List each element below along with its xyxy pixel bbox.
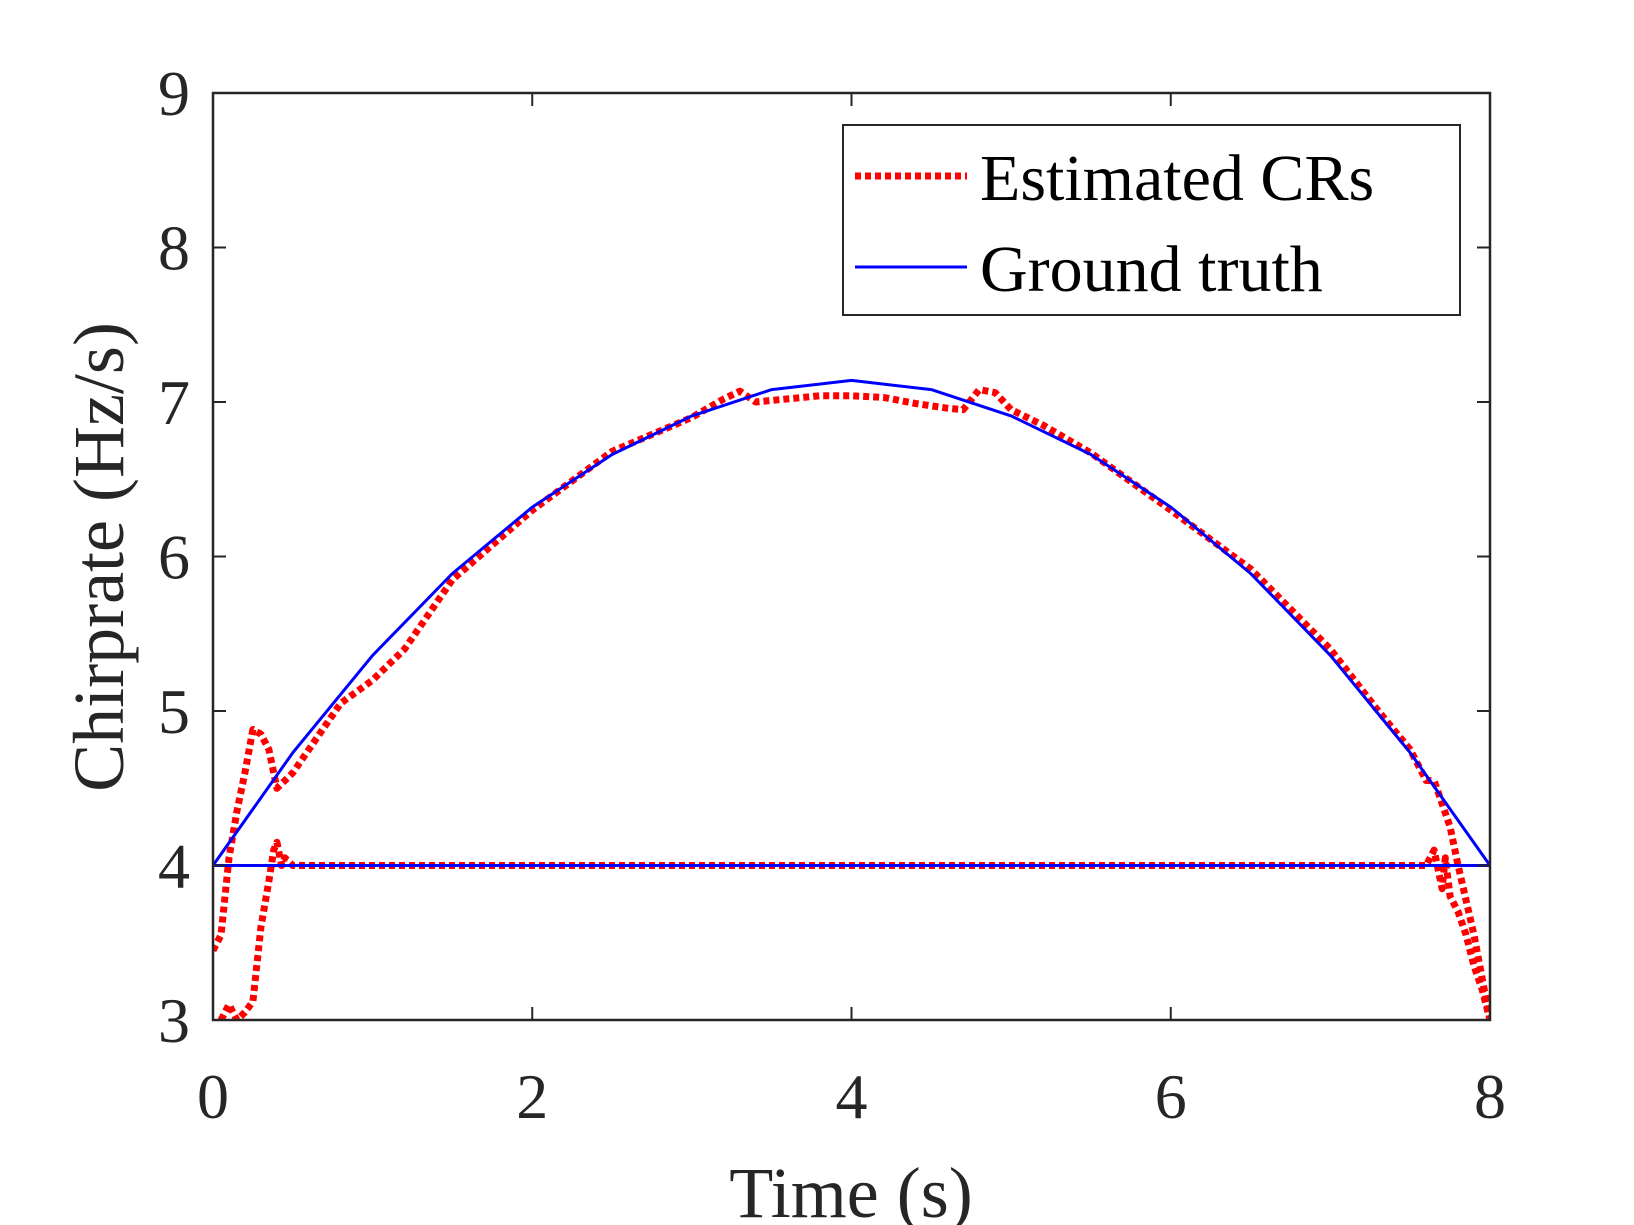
y-tick-label: 5	[158, 676, 190, 747]
series-line-ground-truth	[213, 378, 1490, 867]
legend: Estimated CRs Ground truth	[842, 124, 1461, 316]
legend-ground-truth-label: Ground truth	[980, 233, 1323, 306]
y-tick-label: 6	[158, 522, 190, 593]
x-tick-label: 8	[1474, 1061, 1506, 1132]
y-tick-label: 4	[158, 831, 190, 902]
x-tick-label: 4	[836, 1061, 868, 1132]
series-line-estimated-crs	[213, 386, 1490, 1020]
x-axis-label: Time (s)	[729, 1153, 972, 1225]
series-layer	[213, 378, 1490, 1020]
y-tick-label: 9	[158, 58, 190, 129]
plot-area-frame	[211, 91, 1492, 1022]
y-tick-label: 3	[158, 985, 190, 1056]
x-tick-label: 2	[516, 1061, 548, 1132]
legend-estimated-crs-label: Estimated CRs	[980, 142, 1374, 215]
legend-box	[842, 124, 1461, 316]
x-tick-label: 0	[197, 1061, 229, 1132]
y-axis-label: Chirprate (Hz/s)	[59, 322, 139, 792]
x-tick-labels: 0 2 4 6 8	[197, 1061, 1506, 1132]
y-tick-label: 7	[158, 367, 190, 438]
y-tick-label: 8	[158, 213, 190, 284]
y-tick-labels: 3 4 5 6 7 8 9	[158, 58, 190, 1056]
x-tick-label: 6	[1155, 1061, 1187, 1132]
